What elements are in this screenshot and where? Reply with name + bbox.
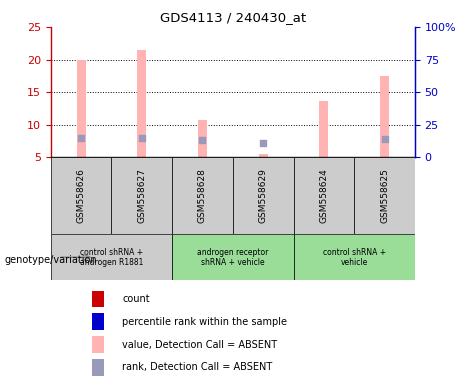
Text: count: count [122,294,150,304]
Bar [51,157,112,234]
Point [260,141,267,147]
Bar [259,154,268,157]
Text: genotype/variation: genotype/variation [5,255,97,265]
Bar [51,234,172,280]
Bar [137,50,146,157]
Bar [198,119,207,157]
Point [77,135,85,141]
Bar [354,157,415,234]
Text: value, Detection Call = ABSENT: value, Detection Call = ABSENT [122,339,277,349]
Text: GSM558627: GSM558627 [137,169,146,223]
Text: rank, Detection Call = ABSENT: rank, Detection Call = ABSENT [122,362,272,372]
Point [138,135,145,141]
Bar [92,336,104,353]
Bar [112,157,172,234]
Bar [294,157,354,234]
Text: androgen receptor
shRNA + vehicle: androgen receptor shRNA + vehicle [197,248,268,267]
Bar [92,313,104,330]
Text: GSM558628: GSM558628 [198,169,207,223]
Text: GSM558624: GSM558624 [319,169,328,223]
Point [199,137,206,144]
Bar [380,76,389,157]
Text: GSM558625: GSM558625 [380,169,389,223]
Bar [172,157,233,234]
Text: control shRNA +
vehicle: control shRNA + vehicle [323,248,386,267]
Text: percentile rank within the sample: percentile rank within the sample [122,317,287,327]
Bar [233,157,294,234]
Title: GDS4113 / 240430_at: GDS4113 / 240430_at [160,11,306,24]
Bar [172,234,294,280]
Bar [92,359,104,376]
Text: GSM558629: GSM558629 [259,169,268,223]
Bar [77,60,86,157]
Text: GSM558626: GSM558626 [77,169,86,223]
Bar [294,234,415,280]
Text: control shRNA +
androgen R1881: control shRNA + androgen R1881 [80,248,143,267]
Bar [92,291,104,307]
Point [381,136,388,142]
Bar [319,101,328,157]
